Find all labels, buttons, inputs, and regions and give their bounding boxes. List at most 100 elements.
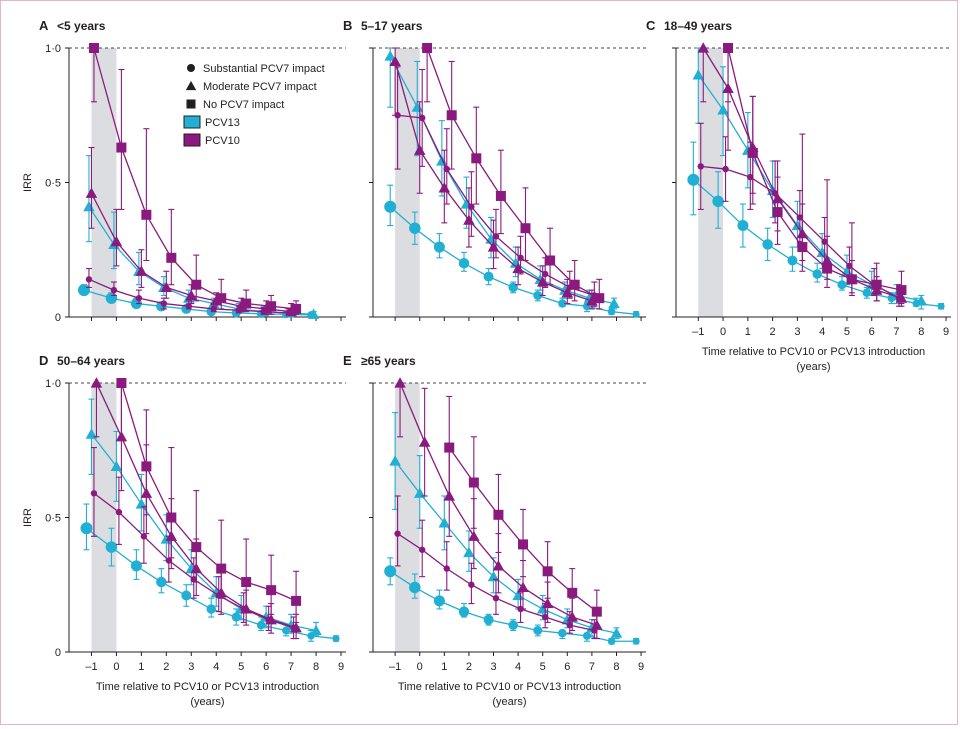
data-point: [582, 631, 591, 640]
data-point: [483, 614, 494, 625]
data-point: [493, 509, 504, 520]
data-point: [517, 254, 524, 262]
data-point: [265, 613, 277, 625]
x-tick-label: 8: [613, 661, 619, 673]
data-point: [862, 288, 872, 298]
data-point: [216, 293, 227, 304]
x-tick-label: 5: [540, 661, 546, 673]
data-point: [762, 239, 773, 250]
data-point: [747, 173, 754, 181]
x-tick-label: 8: [313, 661, 319, 673]
x-axis-label-units: (years): [492, 696, 526, 708]
data-point: [541, 613, 549, 621]
x-tick-label: 0: [417, 661, 423, 673]
legend-label: PCV10: [205, 135, 240, 147]
data-point: [443, 565, 450, 572]
data-point: [567, 587, 578, 598]
data-point: [80, 522, 93, 535]
data-point: [291, 595, 302, 606]
data-point: [569, 279, 580, 290]
data-point: [508, 282, 518, 293]
data-point: [458, 606, 470, 617]
series-pcv10-triangle: [85, 146, 297, 317]
x-axis-label: Time relative to PCV10 or PCV13 introduc…: [398, 681, 621, 693]
data-point: [561, 287, 574, 298]
series-pcv10-square: [444, 395, 602, 629]
x-tick-label: 2: [163, 661, 169, 673]
series-line: [394, 460, 617, 634]
data-point: [487, 241, 500, 252]
data-point: [116, 378, 127, 388]
data-point: [723, 43, 734, 53]
data-point: [607, 307, 616, 316]
legend-label: Substantial PCV7 impact: [203, 63, 325, 75]
x-tick-label: 4: [213, 661, 219, 673]
data-point: [85, 187, 98, 198]
data-point: [483, 271, 494, 282]
x-tick-label: 2: [770, 326, 776, 338]
data-point: [85, 428, 98, 439]
data-point: [418, 546, 426, 553]
data-point: [937, 302, 945, 310]
series-line: [83, 289, 312, 316]
data-point: [290, 622, 302, 633]
x-axis-label-units: (years): [190, 696, 224, 708]
series-line: [90, 433, 317, 632]
data-point: [115, 508, 123, 516]
x-tick-label: 1: [138, 661, 144, 673]
data-point: [436, 155, 448, 166]
data-point: [433, 595, 445, 607]
data-point: [141, 209, 152, 220]
data-point: [821, 238, 828, 245]
data-point: [438, 182, 451, 193]
data-point: [607, 637, 616, 645]
data-point: [542, 566, 553, 577]
data-point: [468, 477, 479, 488]
data-point: [135, 498, 148, 509]
x-tick-label: 3: [188, 661, 194, 673]
x-axis-label-units: (years): [796, 361, 830, 373]
data-point: [389, 55, 401, 67]
legend-marker-circle: [187, 64, 195, 72]
data-point: [692, 69, 705, 80]
data-point: [291, 303, 302, 314]
x-tick-label: 1: [745, 326, 751, 338]
x-tick-label: 9: [943, 326, 949, 338]
series-pcv13-circle: [687, 141, 945, 310]
legend: Substantial PCV7 impact Moderate PCV7 imp…: [183, 63, 325, 147]
y-tick-label: 1·0: [45, 43, 61, 55]
data-point: [687, 173, 700, 186]
y-tick-label: 0: [55, 312, 61, 324]
x-tick-label: 9: [338, 661, 344, 673]
data-point: [536, 276, 549, 287]
data-point: [166, 512, 177, 523]
data-point: [722, 165, 729, 173]
data-point: [518, 539, 529, 550]
data-point: [492, 595, 500, 602]
data-point: [156, 576, 167, 588]
panel-letter: D: [39, 353, 48, 368]
data-point: [433, 241, 445, 253]
legend-label: Moderate PCV7 impact: [203, 81, 317, 93]
panel-title: <5 years: [57, 19, 106, 33]
data-point: [772, 207, 783, 218]
legend-label: PCV13: [205, 117, 240, 129]
data-point: [165, 557, 173, 564]
data-point: [697, 42, 710, 53]
data-point: [206, 604, 216, 614]
data-point: [160, 281, 173, 293]
data-point: [737, 220, 749, 232]
data-point: [541, 597, 554, 609]
x-tick-label: 9: [638, 661, 644, 673]
y-tick-label: 0: [55, 647, 61, 659]
data-point: [85, 276, 93, 283]
data-point: [717, 104, 729, 115]
series-pcv13-triangle: [83, 155, 320, 319]
data-point: [77, 284, 90, 297]
series-line: [389, 55, 615, 305]
data-point: [418, 114, 426, 122]
y-axis-label: IRR: [22, 173, 34, 192]
data-point: [871, 279, 882, 290]
x-tick-label: –1: [389, 661, 401, 673]
data-point: [185, 303, 192, 310]
